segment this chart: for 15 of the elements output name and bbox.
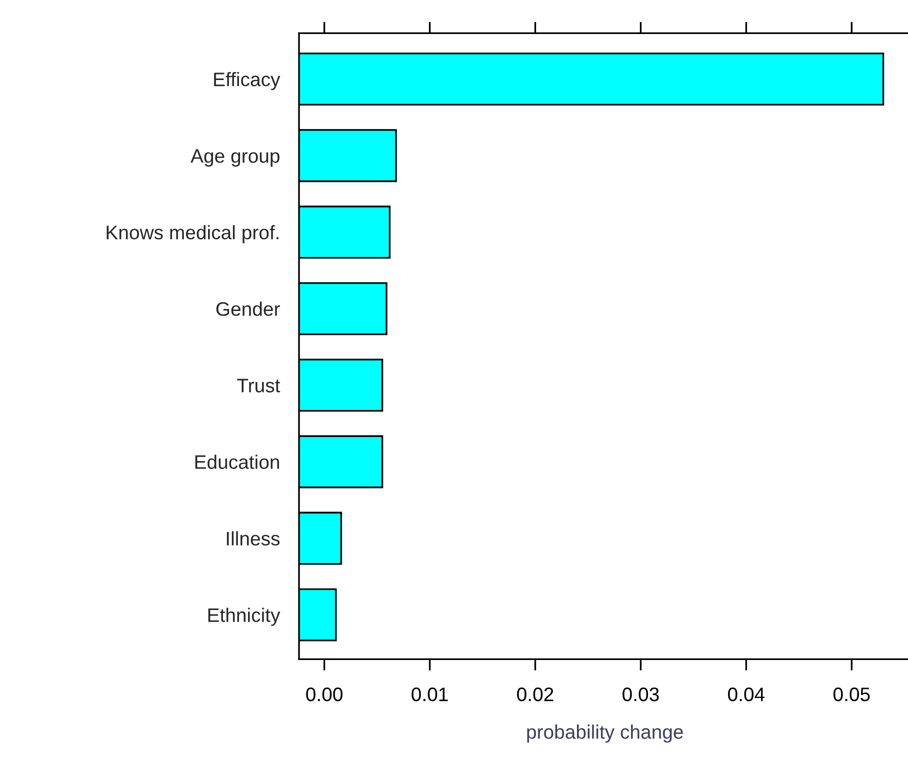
y-tick-label: Age group [190,149,280,167]
y-tick-label: Trust [237,378,280,392]
x-tick-label: 0.00 [306,687,342,702]
y-tick-label: Ethnicity [208,608,280,626]
x-tick-label: 0.05 [834,687,870,702]
x-tick-label: 0.01 [412,687,448,702]
y-tick-label: Gender [216,302,280,316]
y-tick-label: Illness [226,531,280,546]
x-tick-label: 0.04 [728,687,765,702]
y-tick-label: Education [195,454,279,469]
y-tick-label: Efficacy [214,72,280,90]
x-tick-label: 0.03 [622,687,659,702]
x-tick-label: 0.02 [517,687,554,702]
x-axis-title: probability change [527,724,683,743]
y-tick-label: Knows medical prof. [106,225,278,244]
